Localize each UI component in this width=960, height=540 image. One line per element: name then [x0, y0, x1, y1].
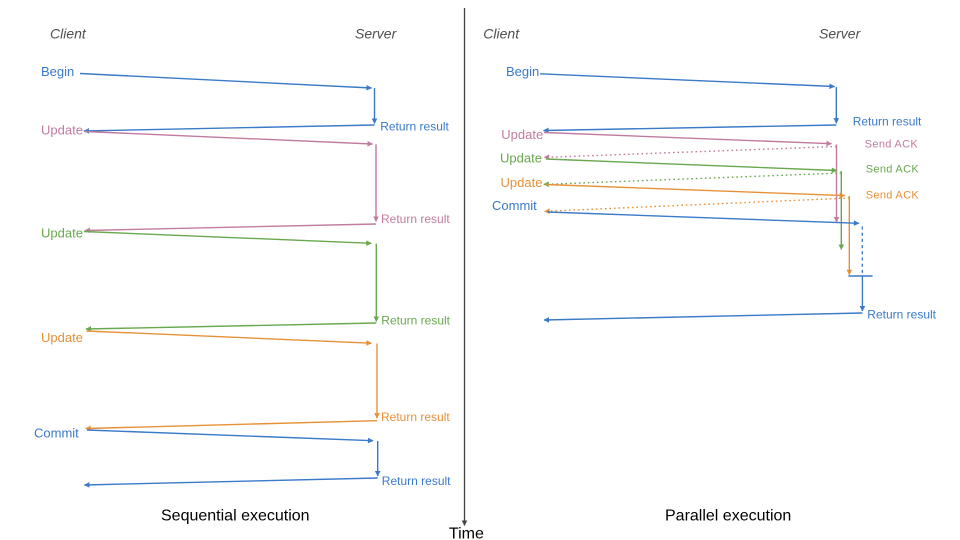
svg-text:Return result: Return result — [853, 115, 922, 129]
svg-text:Return result: Return result — [381, 212, 450, 226]
svg-text:Update: Update — [41, 123, 83, 138]
svg-text:Sequential execution: Sequential execution — [161, 508, 310, 525]
svg-text:Update: Update — [501, 175, 543, 190]
svg-text:Send ACK: Send ACK — [866, 189, 920, 201]
svg-text:Return result: Return result — [382, 474, 451, 488]
svg-text:Begin: Begin — [506, 64, 539, 79]
svg-text:Commit: Commit — [34, 426, 79, 441]
svg-text:Update: Update — [41, 330, 83, 345]
svg-text:Update: Update — [41, 225, 83, 240]
svg-text:Send ACK: Send ACK — [866, 164, 920, 176]
svg-text:Client: Client — [483, 26, 520, 42]
svg-text:Server: Server — [819, 26, 862, 42]
svg-text:Update: Update — [500, 151, 542, 166]
svg-text:Commit: Commit — [492, 198, 537, 213]
svg-text:Return result: Return result — [381, 313, 450, 327]
svg-text:Parallel execution: Parallel execution — [665, 508, 791, 525]
svg-text:Begin: Begin — [41, 64, 74, 79]
svg-text:Update: Update — [501, 127, 543, 142]
svg-text:Return result: Return result — [380, 120, 449, 134]
svg-text:Time: Time — [449, 526, 484, 540]
svg-text:Send ACK: Send ACK — [865, 138, 919, 150]
svg-text:Server: Server — [355, 26, 398, 42]
svg-text:Return result: Return result — [867, 308, 936, 322]
svg-text:Return result: Return result — [381, 410, 450, 424]
svg-text:Client: Client — [50, 26, 87, 42]
